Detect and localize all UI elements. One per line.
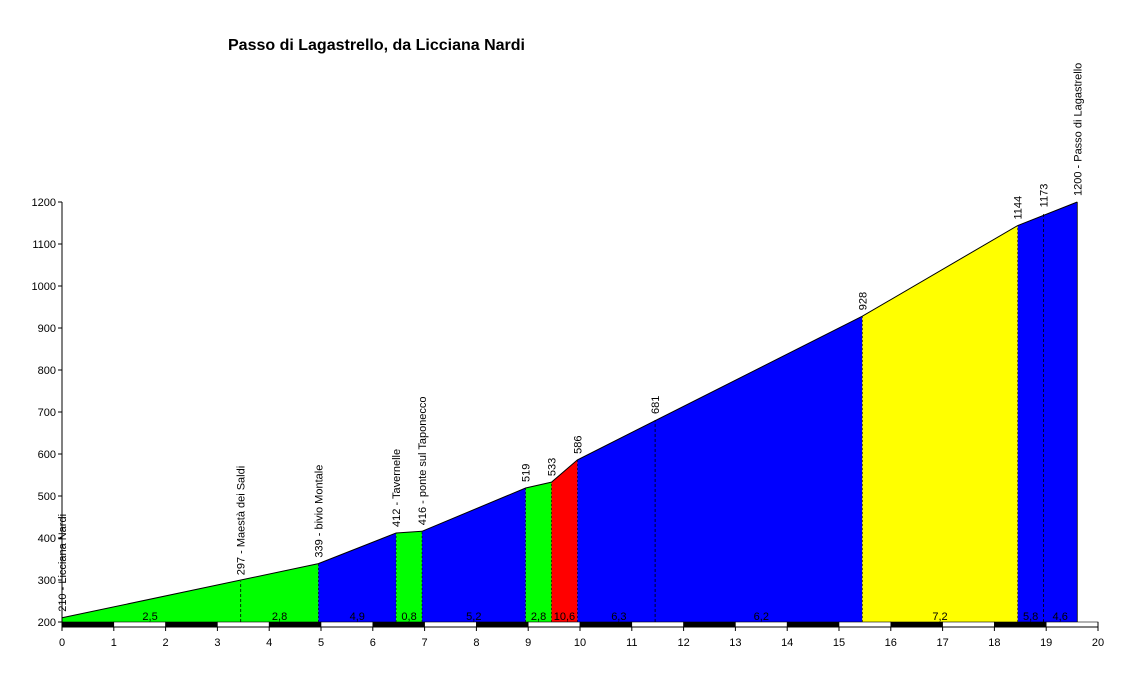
x-tick-label-16: 16	[885, 637, 897, 649]
dashed-markers	[240, 213, 1045, 622]
altitude-annotation-9: 928	[857, 292, 869, 310]
y-tick-label-500: 500	[38, 491, 56, 503]
x-tick-label-13: 13	[729, 637, 741, 649]
scale-block-18	[994, 621, 1047, 628]
scale-block-12	[683, 621, 736, 628]
altitude-annotation-12: 1200 - Passo di Lagastrello	[1072, 63, 1084, 196]
altitude-annotation-4: 416 - ponte sul Taponecco	[417, 396, 429, 525]
x-tick-label-15: 15	[833, 637, 845, 649]
altitude-annotation-3: 412 - Tavernelle	[391, 449, 403, 527]
x-tick-label-18: 18	[988, 637, 1000, 649]
y-tick-label-300: 300	[38, 575, 56, 587]
gradient-label-1: 2,8	[272, 611, 287, 623]
altitude-annotations: 210 - Licciana Nardi 297 - Maestà dei Sal…	[57, 63, 1084, 612]
altitude-annotation-11: 1173	[1039, 184, 1051, 208]
gradient-label-4: 5,2	[466, 611, 481, 623]
x-tick-label-6: 6	[370, 637, 376, 649]
x-tick-label-2: 2	[163, 637, 169, 649]
altitude-annotation-8: 681	[650, 396, 662, 414]
segment-fill-4	[525, 482, 552, 622]
scale-block-2	[165, 621, 218, 628]
y-tick-label-700: 700	[38, 407, 56, 419]
x-tick-label-3: 3	[214, 637, 220, 649]
x-tick-label-19: 19	[1040, 637, 1052, 649]
y-tick-label-800: 800	[38, 365, 56, 377]
segment-fill-0	[62, 563, 319, 622]
scale-block-11	[631, 621, 684, 628]
y-tick-label-1200: 1200	[32, 197, 56, 209]
scale-block-5	[320, 621, 374, 628]
y-tick-label-400: 400	[38, 533, 56, 545]
scale-block-8	[476, 621, 529, 628]
scale-block-15	[838, 621, 892, 628]
y-tick-label-1000: 1000	[32, 281, 56, 293]
gradient-label-7: 6,3	[611, 611, 626, 623]
segment-fill-3	[422, 488, 526, 622]
altitude-annotation-10: 1144	[1013, 196, 1025, 220]
y-tick-label-900: 900	[38, 323, 56, 335]
gradient-label-9: 7,2	[932, 611, 947, 623]
scale-block-17	[942, 621, 995, 628]
x-tick-label-4: 4	[266, 637, 272, 649]
y-tick-label-200: 200	[38, 617, 56, 629]
scale-block-6	[372, 621, 425, 628]
gradient-label-3: 0,8	[401, 611, 416, 623]
scale-block-14	[786, 621, 840, 628]
gradient-label-6: 10,6	[554, 611, 575, 623]
profile-line-group	[61, 201, 1078, 622]
gradient-label-10: 5,8	[1023, 611, 1038, 623]
x-tick-label-17: 17	[936, 637, 948, 649]
segment-fill-6	[577, 316, 863, 622]
segment-fill-1	[318, 532, 397, 622]
x-tick-label-5: 5	[318, 637, 324, 649]
segment-fill-8	[1017, 202, 1078, 622]
x-tick-label-11: 11	[626, 637, 637, 649]
gradient-label-5: 2,8	[531, 611, 546, 623]
segment-fill-2	[396, 531, 423, 622]
x-tick-label-20: 20	[1092, 637, 1104, 649]
gradient-label-11: 4,6	[1053, 611, 1068, 623]
y-tick-label-600: 600	[38, 449, 56, 461]
x-tick-label-8: 8	[473, 637, 479, 649]
profile-line	[61, 201, 1078, 619]
gradient-label-2: 4,9	[350, 611, 365, 623]
segment-fills	[62, 202, 1078, 622]
x-tick-label-0: 0	[59, 637, 65, 649]
altitude-annotation-2: 339 - bivio Montale	[313, 465, 325, 558]
altitude-annotation-5: 519	[521, 464, 533, 482]
scale-block-1	[113, 621, 166, 628]
x-tick-label-12: 12	[677, 637, 689, 649]
gradient-labels: 2,5 2,8 4,9 0,8 5,2 2,8 10,6 6,3 6,2 7,2 5,8 4,6	[142, 611, 1067, 623]
gradient-label-0: 2,5	[142, 611, 157, 623]
x-tick-label-7: 7	[422, 637, 428, 649]
gradient-label-8: 6,2	[754, 611, 769, 623]
altitude-annotation-1: 297 - Maestà dei Saldi	[236, 466, 248, 575]
x-tick-label-1: 1	[111, 637, 117, 649]
x-tick-label-14: 14	[781, 637, 793, 649]
segment-fill-5	[551, 459, 578, 622]
altitude-annotation-6: 533	[547, 458, 559, 476]
chart-title: Passo di Lagastrello, da Licciana Nardi	[228, 37, 525, 54]
x-tick-label-10: 10	[574, 637, 586, 649]
y-tick-label-1100: 1100	[32, 239, 56, 251]
x-tick-label-9: 9	[525, 637, 531, 649]
scale-block-3	[217, 621, 270, 628]
segment-fill-7	[862, 225, 1018, 622]
altitude-annotation-0: 210 - Licciana Nardi	[57, 514, 69, 612]
altitude-annotation-7: 586	[572, 436, 584, 454]
scale-block-0	[61, 621, 115, 628]
